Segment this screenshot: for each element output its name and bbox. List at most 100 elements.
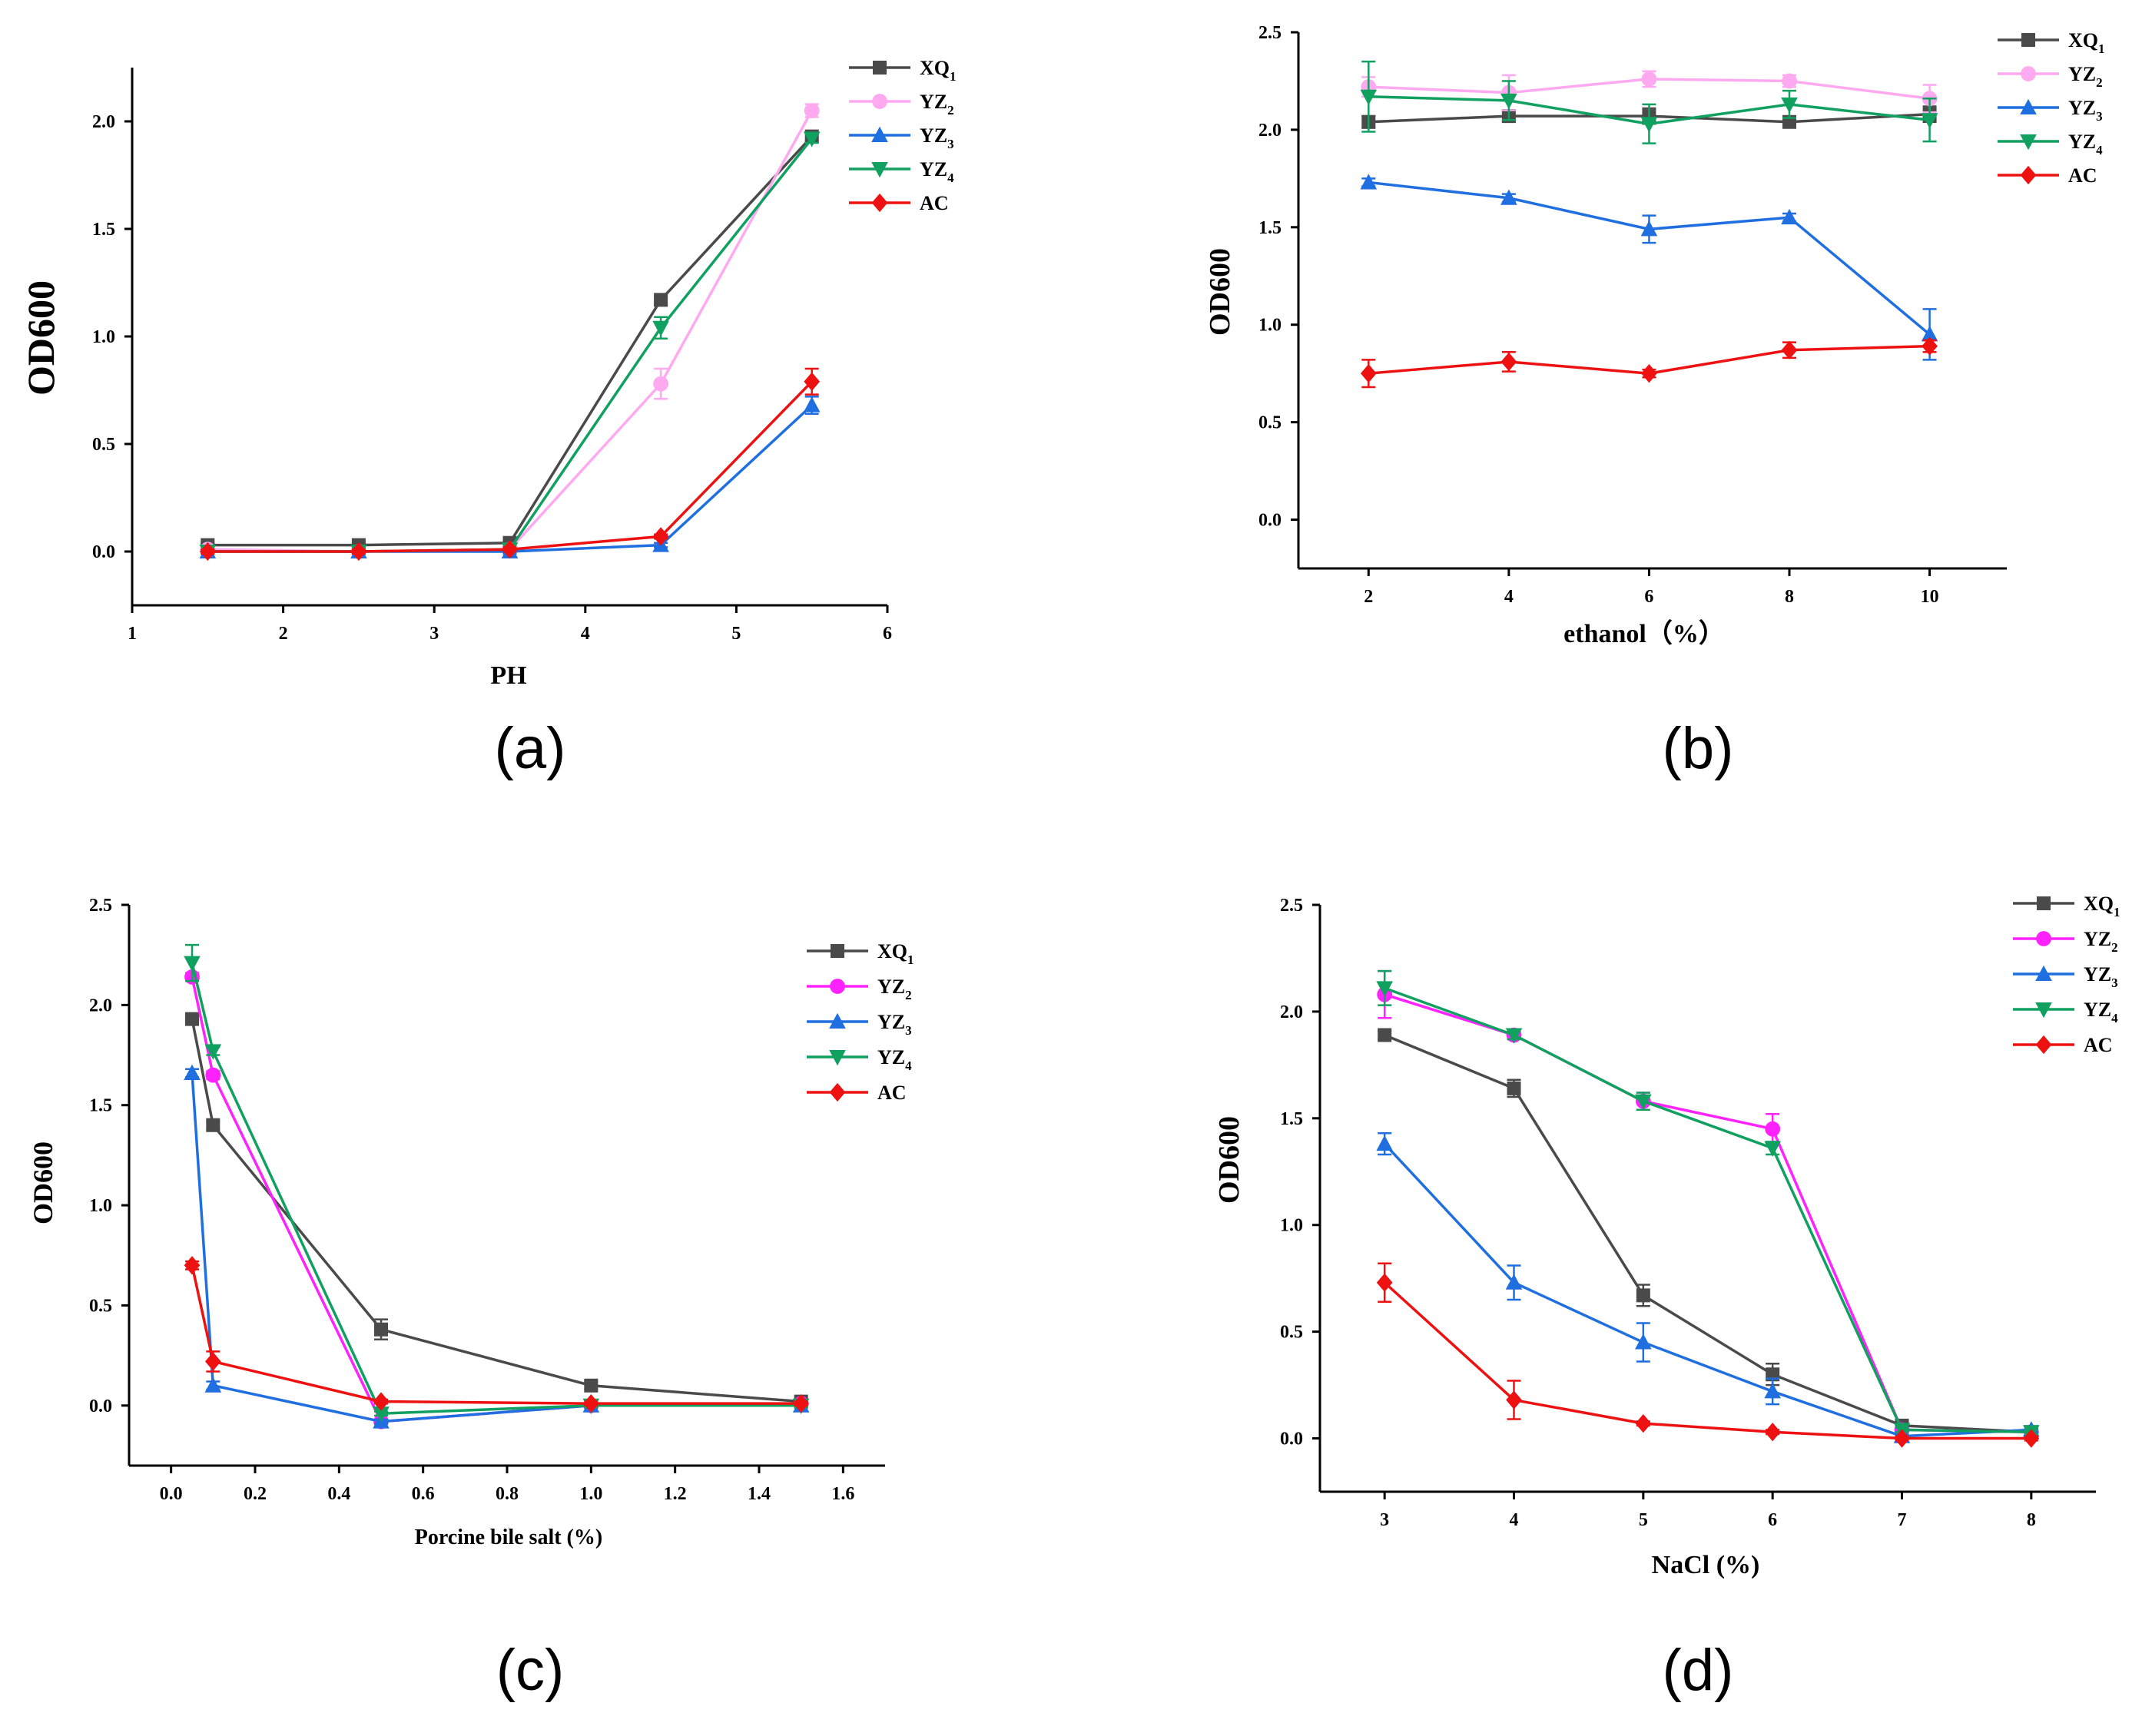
legend-label: YZ3	[2084, 963, 2118, 990]
x-tick-label: 2	[279, 624, 288, 644]
data-point	[1635, 1333, 1652, 1350]
x-tick-label: 0.8	[496, 1484, 519, 1504]
series-ac	[1376, 1262, 2040, 1448]
legend-marker	[831, 944, 844, 958]
x-tick-label: 5	[731, 624, 741, 644]
x-tick-label: 4	[581, 624, 590, 644]
data-point	[1500, 352, 1517, 372]
data-point	[804, 372, 821, 391]
chart-panel-4: 3 4 5 6 7 8 0.0 0.5 1.0 1.5 2.0 2.5 NaCl (%) OD600 XQ1…	[1213, 893, 2120, 1703]
legend-item: AC	[849, 192, 949, 214]
legend-item: YZ4	[849, 158, 954, 185]
y-axis-title: OD600	[28, 1141, 58, 1224]
y-tick-label: 1.5	[89, 1096, 112, 1116]
series-line	[191, 1072, 801, 1423]
legend-marker	[2020, 98, 2037, 114]
series-line	[1384, 986, 2031, 1433]
data-point	[199, 542, 216, 562]
series-yz3	[184, 1064, 810, 1429]
data-point	[1781, 340, 1798, 359]
data-point	[1500, 93, 1517, 110]
data-point	[2023, 1429, 2040, 1448]
series-line	[207, 380, 813, 553]
data-point	[1894, 1429, 1910, 1448]
legend-item: YZ3	[2013, 963, 2118, 990]
legend-item: YZ3	[1998, 97, 2103, 124]
legend: XQ1 YZ2 YZ3 YZ4 AC	[1998, 29, 2105, 187]
x-tick-label: 4	[1504, 587, 1514, 607]
data-point	[184, 1064, 201, 1080]
y-tick-label: 2.5	[89, 896, 112, 916]
series-yz2	[200, 103, 820, 559]
data-point	[1921, 113, 1938, 129]
y-axis-title: OD600	[1204, 248, 1236, 336]
x-tick-label: 10	[1921, 587, 1939, 607]
data-point	[652, 527, 669, 546]
data-point	[653, 376, 668, 392]
x-tick-label: 8	[1785, 587, 1794, 607]
data-point	[1636, 1288, 1650, 1303]
data-point	[1765, 1121, 1781, 1137]
series-line	[191, 962, 801, 1416]
series-line	[191, 976, 801, 1423]
x-tick-label: 7	[1898, 1510, 1907, 1530]
series-yz3	[1376, 1132, 2040, 1443]
x-axis-title: ethanol（%）	[1563, 618, 1725, 648]
legend-label: YZ4	[2068, 131, 2103, 157]
x-tick-label: 1.2	[664, 1484, 687, 1504]
data-point	[1360, 174, 1378, 190]
x-tick-label: 8	[2027, 1510, 2036, 1530]
series-yz4	[199, 131, 821, 561]
x-tick-label: 4	[1510, 1510, 1519, 1530]
series-line	[1384, 1033, 2031, 1433]
legend-marker	[2036, 931, 2051, 946]
data-point	[1764, 1141, 1781, 1157]
data-point	[582, 1394, 599, 1413]
panel-caption: (a)	[495, 716, 566, 781]
data-point	[205, 1067, 221, 1083]
x-tick-label: 0.0	[160, 1484, 183, 1504]
legend-label: XQ1	[2084, 893, 2120, 919]
data-point	[204, 1377, 222, 1393]
legend-item: XQ1	[807, 940, 914, 967]
legend-label: YZ2	[920, 91, 954, 118]
legend-label: XQ1	[920, 57, 957, 84]
legend-item: YZ2	[1998, 63, 2103, 90]
data-point	[1641, 71, 1657, 87]
data-point	[184, 956, 201, 972]
legend-label: YZ4	[920, 158, 954, 185]
series-line	[207, 404, 813, 553]
series-line	[1383, 1142, 2031, 1438]
x-tick-label: 3	[1380, 1510, 1389, 1530]
legend-marker	[871, 126, 888, 142]
y-tick-label: 1.5	[1258, 218, 1282, 238]
legend-item: YZ4	[807, 1046, 912, 1073]
legend-item: XQ1	[1998, 29, 2105, 56]
chart-panel-3: 0.0 0.2 0.4 0.6 0.8 1.0 1.2 1.4 1.6 0.0 0.5 1.0 1.5 2…	[28, 896, 914, 1703]
data-point	[1360, 89, 1378, 106]
y-tick-label: 1.0	[1258, 316, 1282, 336]
data-point	[804, 103, 820, 118]
legend-marker	[829, 1012, 846, 1029]
legend-marker	[871, 193, 888, 213]
y-tick-label: 1.0	[89, 1196, 112, 1216]
x-tick-label: 1	[128, 624, 137, 644]
legend: XQ1 YZ2 YZ3 YZ4 AC	[2013, 893, 2120, 1056]
data-point	[206, 1118, 221, 1132]
series-line	[191, 1264, 801, 1405]
legend-item: YZ4	[1998, 131, 2103, 157]
data-point	[1921, 326, 1938, 342]
data-point	[502, 540, 518, 559]
legend-marker	[829, 1050, 846, 1066]
series-line	[207, 135, 813, 547]
legend-marker	[2035, 1035, 2052, 1055]
y-tick-label: 2.0	[1258, 121, 1282, 141]
legend-label: YZ3	[920, 124, 954, 151]
x-tick-label: 0.4	[327, 1484, 350, 1504]
legend-item: YZ3	[807, 1011, 912, 1038]
data-point	[1782, 73, 1797, 89]
data-point	[1641, 364, 1657, 383]
y-axis-title: OD600	[1213, 1116, 1245, 1204]
legend: XQ1 YZ2 YZ3 YZ4 AC	[807, 940, 914, 1104]
